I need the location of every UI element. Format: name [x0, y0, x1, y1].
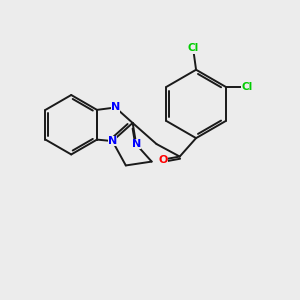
Text: Cl: Cl — [242, 82, 253, 92]
Text: Cl: Cl — [188, 44, 199, 53]
Text: N: N — [111, 103, 120, 112]
Text: O: O — [159, 154, 168, 164]
Text: N: N — [132, 140, 141, 149]
Text: N: N — [108, 136, 117, 146]
